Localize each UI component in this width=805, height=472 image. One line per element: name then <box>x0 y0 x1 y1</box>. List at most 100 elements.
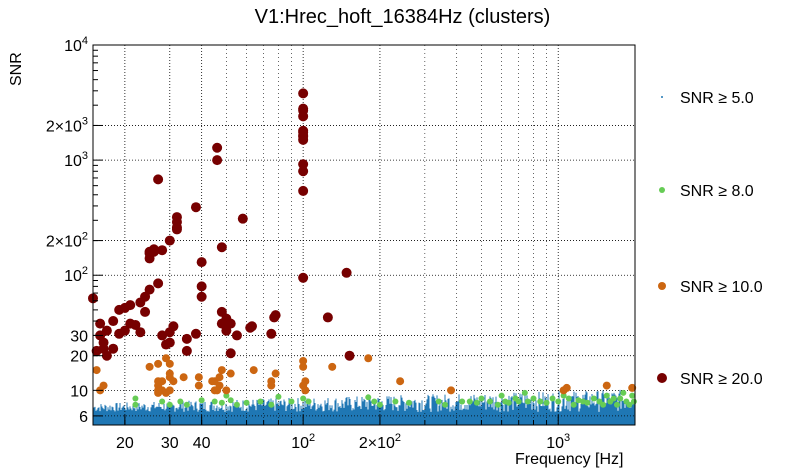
y-tick-label: 10 <box>70 383 88 400</box>
plot-frame <box>92 44 636 426</box>
data-point <box>341 267 352 278</box>
grid-lines <box>93 44 636 425</box>
data-point <box>135 327 146 338</box>
x-tick-label: 40 <box>193 435 211 452</box>
legend: SNR ≥ 5.0 SNR ≥ 8.0 SNR ≥ 10.0 SNR ≥ 20.0 <box>657 90 763 388</box>
data-point <box>543 399 550 406</box>
data-point <box>486 398 493 405</box>
data-point <box>299 356 308 365</box>
data-point <box>442 401 449 408</box>
data-point <box>600 401 607 408</box>
x-tick-label: 102 <box>291 432 315 452</box>
data-point <box>602 381 611 390</box>
tick-exponent: 2 <box>82 265 88 277</box>
data-point <box>132 395 139 402</box>
data-point <box>466 398 473 405</box>
data-point <box>629 392 636 399</box>
data-point <box>322 312 333 323</box>
data-point <box>212 142 223 153</box>
data-point <box>249 366 258 375</box>
noise-floor-band <box>93 389 635 425</box>
data-point <box>237 213 248 224</box>
data-point <box>620 389 627 396</box>
data-point <box>181 333 192 344</box>
data-point <box>222 386 231 395</box>
data-point <box>223 392 230 399</box>
data-point <box>610 395 617 402</box>
data-point <box>246 321 257 332</box>
data-point <box>132 401 139 408</box>
data-point <box>168 321 179 332</box>
data-point <box>298 127 309 138</box>
data-point <box>613 401 620 408</box>
data-point <box>171 212 182 223</box>
data-point <box>179 373 188 382</box>
legend-marker <box>657 373 667 383</box>
data-point <box>328 362 337 371</box>
legend-label: SNR ≥ 5.0 <box>680 90 754 107</box>
y-tick-label: 2×103 <box>46 115 88 135</box>
data-point <box>177 398 184 405</box>
data-point <box>140 291 151 302</box>
data-point <box>233 401 240 408</box>
data-point <box>159 398 166 405</box>
data-point <box>165 386 174 395</box>
data-point <box>108 316 119 327</box>
legend-marker <box>658 282 666 290</box>
data-point <box>288 398 295 405</box>
data-point <box>271 369 280 378</box>
data-point <box>145 362 154 371</box>
data-point <box>101 350 112 361</box>
data-point <box>396 377 405 386</box>
y-axis-label: SNR <box>8 52 25 86</box>
legend-marker <box>661 96 663 98</box>
data-point <box>196 257 207 268</box>
x-tick-label: 2×102 <box>359 432 401 452</box>
data-point <box>584 399 591 406</box>
data-point <box>537 398 544 405</box>
data-point <box>119 325 130 336</box>
legend-marker <box>659 187 665 193</box>
data-point <box>266 328 277 339</box>
data-point <box>298 166 309 177</box>
data-point <box>153 174 164 185</box>
data-point <box>298 105 309 116</box>
data-point <box>555 398 562 405</box>
data-point <box>473 399 480 406</box>
data-point <box>225 348 236 359</box>
data-point <box>505 399 512 406</box>
data-point <box>153 278 164 289</box>
data-point <box>590 395 597 402</box>
data-point <box>183 401 190 408</box>
data-point <box>140 306 151 317</box>
data-point <box>301 377 310 386</box>
data-point <box>298 272 309 283</box>
x-tick-label: 20 <box>116 435 134 452</box>
tick-exponent: 2 <box>309 432 315 444</box>
data-point <box>154 359 163 368</box>
data-point <box>524 398 531 405</box>
data-point <box>301 386 310 395</box>
data-point <box>157 330 168 341</box>
data-point <box>515 398 522 405</box>
data-point <box>196 291 207 302</box>
data-point <box>108 343 119 354</box>
y-tick-label: 20 <box>70 349 88 366</box>
chart-title: V1:Hrec_hoft_16384Hz (clusters) <box>254 6 551 28</box>
data-point <box>617 395 624 402</box>
data-point <box>270 310 281 321</box>
data-point <box>166 401 173 408</box>
data-point <box>447 386 456 395</box>
data-point <box>218 399 225 406</box>
data-point <box>165 369 174 378</box>
data-point <box>101 325 112 336</box>
data-point <box>298 185 309 196</box>
data-point <box>181 345 192 356</box>
data-point <box>215 373 224 382</box>
data-point <box>498 392 505 399</box>
data-point <box>164 337 175 348</box>
x-axis-label: Frequency [Hz] <box>515 451 624 468</box>
data-point <box>300 395 307 402</box>
x-tick-label: 103 <box>546 432 570 452</box>
